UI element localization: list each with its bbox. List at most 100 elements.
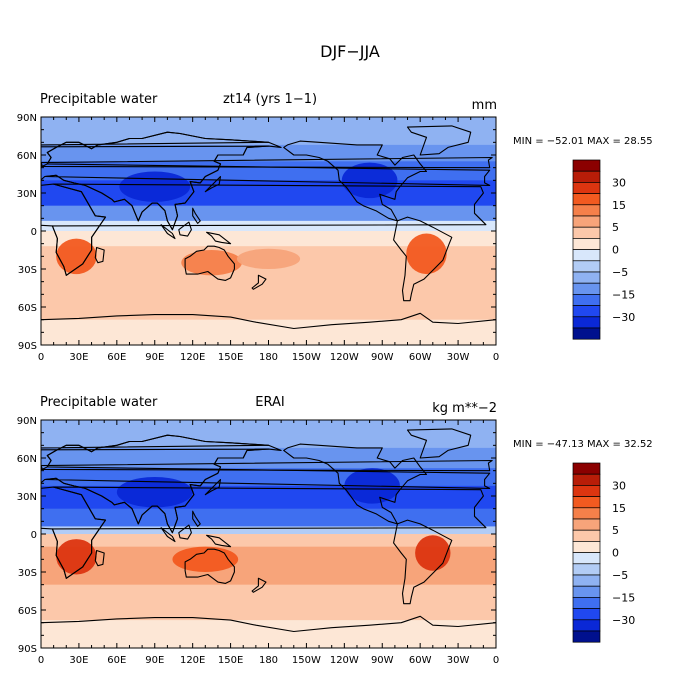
min-max-label: MIN = −47.13 MAX = 32.52 [513, 439, 653, 450]
coastline-eurasia-wrap [44, 131, 491, 231]
x-tick-label: 180 [259, 352, 278, 363]
y-tick-label: 60N [17, 151, 37, 162]
precipitable-water-field [41, 117, 496, 345]
x-tick-label: 30E [69, 655, 88, 666]
y-tick-label: 90S [18, 644, 37, 655]
x-tick-label: 60W [409, 352, 432, 363]
field-anomaly [181, 249, 242, 276]
coastline-australia [184, 245, 235, 281]
axis-ticks [40, 116, 497, 346]
colorbar: 30 15 5 0 −5 −15 −30 [572, 159, 635, 340]
colorbar-box [572, 518, 601, 531]
colorbar-box [572, 585, 601, 598]
coastlines [41, 428, 496, 633]
coastline-uk-wrap [41, 459, 493, 472]
panel-title-left: Precipitable water [40, 395, 158, 410]
x-tick-label: 0 [493, 352, 499, 363]
field-band [41, 534, 496, 548]
colorbar-tick-label: 15 [612, 502, 626, 515]
coastline-eurasia-wrap [44, 434, 491, 534]
colorbar-box [572, 294, 601, 306]
y-tick-label: 90N [17, 416, 37, 427]
colorbar-box [572, 305, 601, 318]
field-band [41, 288, 496, 321]
coastline-samerica [393, 519, 453, 605]
x-tick-label: 150E [218, 655, 243, 666]
coastline-antarctica [41, 312, 496, 330]
field-band [41, 526, 496, 535]
colorbar-box [572, 507, 601, 520]
field-band [41, 220, 496, 232]
colorbar-box [572, 541, 601, 553]
coastline-namerica [283, 140, 428, 222]
colorbar-tick-label: 0 [612, 244, 619, 257]
y-tick-label: 30N [17, 189, 37, 200]
colorbar-box [572, 226, 601, 239]
x-tick-label: 60E [107, 655, 126, 666]
colorbar-box [572, 574, 601, 587]
colorbar-box [572, 552, 601, 565]
field-anomaly [172, 546, 239, 572]
colorbar-box [572, 630, 601, 643]
colorbar-box [572, 608, 601, 621]
x-tick-label: 90E [145, 655, 164, 666]
colorbar-box [572, 271, 601, 284]
field-anomaly [406, 233, 447, 275]
y-tick-label: 60S [18, 606, 37, 617]
coastline-sumatra [160, 224, 176, 240]
field-anomaly [116, 477, 193, 508]
coastline-madagascar [94, 549, 105, 567]
colorbar-box [572, 473, 601, 486]
colorbar-box [572, 249, 601, 262]
field-band [41, 231, 496, 247]
field-anomaly [341, 162, 398, 199]
y-tick-label: 30N [17, 492, 37, 503]
field-anomaly [415, 535, 451, 571]
x-tick-label: 150W [292, 655, 321, 666]
colorbar-box [572, 193, 601, 206]
x-tick-label: 0 [38, 655, 44, 666]
coastline-greenland [406, 125, 472, 156]
coastline-newguinea [206, 534, 232, 548]
x-tick-label: 60W [409, 655, 432, 666]
panel-title-left: Precipitable water [40, 92, 158, 107]
precipitable-water-field [41, 420, 496, 648]
colorbar-tick-label: 0 [612, 547, 619, 560]
x-tick-label: 30E [69, 352, 88, 363]
colorbar-box [572, 170, 601, 183]
colorbar-box [572, 529, 601, 542]
y-tick-label: 60N [17, 454, 37, 465]
colorbar-box [572, 282, 601, 295]
field-anomaly [119, 171, 191, 202]
colorbar-tick-label: 30 [612, 479, 626, 492]
colorbar-tick-label: −15 [612, 288, 635, 301]
coastline-samerica [393, 216, 453, 302]
field-band [41, 144, 496, 162]
colorbar-box [572, 496, 601, 509]
colorbar-tick-label: 5 [612, 221, 619, 234]
coastline-phil [192, 207, 201, 224]
x-tick-label: 120E [180, 352, 205, 363]
x-tick-label: 0 [38, 352, 44, 363]
coastline-madagascar [94, 246, 105, 264]
field-anomaly [236, 248, 301, 269]
x-tick-label: 90W [371, 352, 394, 363]
x-tick-label: 120W [330, 352, 359, 363]
coastline-japan [204, 175, 222, 193]
coastline-phil [192, 510, 201, 527]
colorbar-box [572, 327, 601, 340]
x-tick-label: 180 [259, 655, 278, 666]
coastline-japan [204, 478, 222, 496]
x-tick-label: 0 [493, 655, 499, 666]
y-tick-label: 90N [17, 113, 37, 124]
x-tick-label: 90E [145, 352, 164, 363]
coastline-nz [251, 274, 267, 290]
y-tick-label: 30S [18, 265, 37, 276]
min-max-label: MIN = −52.01 MAX = 28.55 [513, 136, 653, 147]
x-tick-label: 30W [447, 352, 470, 363]
coastline-borneo [178, 221, 192, 237]
colorbar-box [572, 182, 601, 194]
field-band [41, 205, 496, 222]
colorbar-box [572, 485, 601, 497]
